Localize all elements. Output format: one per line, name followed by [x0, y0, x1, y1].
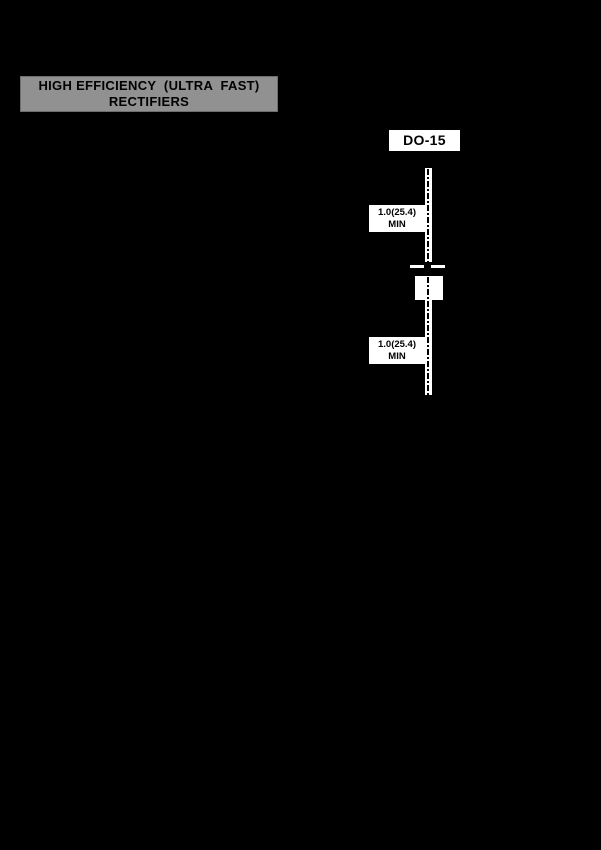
title-banner: HIGH EFFICIENCY (ULTRA FAST) RECTIFIERS	[20, 76, 278, 112]
top-lead-dimension-min: MIN	[388, 218, 406, 230]
title-line-1: HIGH EFFICIENCY (ULTRA FAST)	[38, 78, 260, 93]
dimension-tick-right	[431, 265, 445, 268]
diode-body	[415, 276, 443, 300]
dash-dot-centerline	[427, 169, 429, 395]
package-name-label: DO-15	[389, 130, 460, 151]
bottom-lead-dimension-min: MIN	[388, 350, 406, 362]
dimension-tick-left	[410, 265, 424, 268]
bottom-lead-dimension-label: 1.0(25.4) MIN	[369, 337, 425, 364]
title-line-2: RECTIFIERS	[108, 94, 190, 109]
top-lead-dimension-value: 1.0(25.4)	[377, 206, 417, 218]
top-lead-dimension-label: 1.0(25.4) MIN	[369, 205, 425, 232]
bottom-lead-dimension-value: 1.0(25.4)	[377, 338, 417, 350]
